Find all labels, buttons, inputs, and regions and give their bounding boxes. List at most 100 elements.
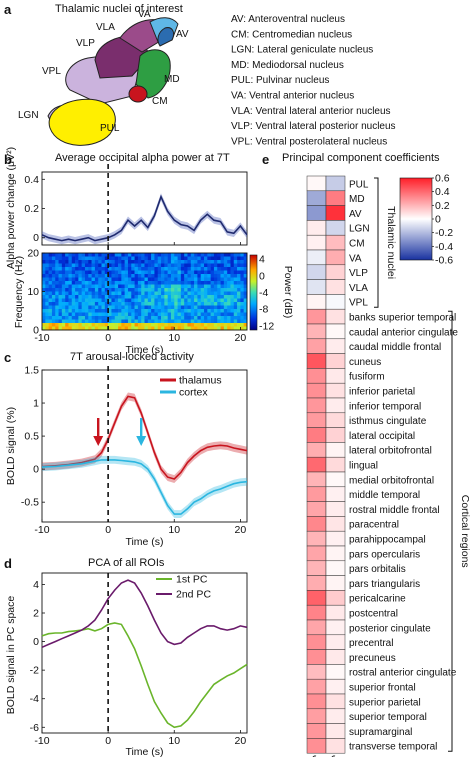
spectrogram-cell	[81, 267, 86, 271]
spectrogram-cell	[104, 326, 109, 331]
spectrogram-cell	[65, 253, 69, 257]
spectrogram-cell	[65, 316, 69, 320]
spectrogram-cell	[144, 270, 149, 275]
spectrogram-cell	[210, 291, 215, 296]
spectrogram-cell	[243, 312, 248, 317]
row-label-38: transverse temporal	[349, 742, 437, 753]
spectrogram-cell	[147, 316, 152, 320]
legend-label-1: cortex	[179, 387, 208, 399]
spectrogram-cell	[108, 312, 112, 317]
row-label-24: parahippocampal	[349, 535, 426, 546]
coef-cell	[306, 234, 327, 251]
arrow-head-0	[93, 436, 104, 446]
spectrogram-cell	[154, 295, 159, 299]
spectrogram-cell	[233, 253, 238, 257]
spectrogram-cell	[81, 291, 86, 296]
spectrogram-cell	[197, 260, 202, 264]
spectrogram-cell	[197, 288, 202, 292]
coef-cell	[325, 501, 346, 517]
spectrogram-cell	[81, 319, 86, 324]
spectrogram-cell	[45, 270, 49, 275]
spectrogram-cell	[170, 309, 175, 313]
spectrogram-cell	[71, 312, 76, 317]
spectrogram-cell	[78, 316, 82, 320]
spectrogram-cell	[108, 256, 112, 261]
spectrogram-cell	[78, 263, 82, 268]
spectrogram-cell	[134, 302, 139, 306]
spectrogram-cell	[71, 309, 76, 313]
spectrogram-cell	[104, 260, 109, 264]
spectrogram-cell	[144, 302, 149, 306]
spectrogram-cell	[134, 274, 139, 278]
spectrogram-cell	[164, 298, 168, 303]
spectrogram-cell	[220, 326, 225, 331]
spectrogram-cell	[210, 302, 215, 306]
spectrogram-cell	[151, 274, 155, 278]
spectrogram-cell	[204, 288, 208, 292]
spectrogram-cell	[114, 274, 119, 278]
row-label-4: CM	[349, 239, 365, 250]
spectrogram-cell	[71, 270, 76, 275]
spectrogram-cell	[144, 326, 149, 331]
spectrogram-cell	[71, 288, 76, 292]
spectrogram-cell	[213, 281, 218, 285]
coef-cell	[325, 723, 346, 739]
spectrogram-cell	[187, 291, 192, 296]
spectrogram-cell	[114, 260, 119, 264]
map-label-vla: VLA	[96, 22, 115, 33]
spectrogram-cell	[75, 319, 79, 324]
row-label-37: supramarginal	[349, 727, 412, 738]
coef-cell	[325, 427, 346, 443]
spectrogram-cell	[75, 288, 79, 292]
spectrogram-cell	[114, 302, 119, 306]
spectrogram-cell	[170, 256, 175, 261]
spectrogram-cell	[220, 319, 225, 324]
spectrogram-cell	[114, 298, 119, 303]
row-label-32: precuneus	[349, 653, 396, 664]
spectrogram-cell	[194, 284, 198, 289]
spectrogram-cell	[137, 270, 142, 275]
spectrogram-cell	[204, 291, 208, 296]
row-label-31: precentral	[349, 638, 393, 649]
spectrogram-cell	[48, 270, 53, 275]
coef-cell	[325, 456, 346, 473]
spectrogram-cell	[101, 284, 106, 289]
spectrogram-cell	[227, 309, 231, 313]
spectrogram-cell	[65, 312, 69, 317]
spectrogram-cell	[190, 309, 195, 313]
spectrogram-cell	[81, 270, 86, 275]
spectrogram-cell	[223, 326, 228, 331]
spectrogram-cell	[94, 274, 99, 278]
spectrogram-cell	[45, 263, 49, 268]
spectrogram-cell	[151, 284, 155, 289]
spectrogram-cell	[101, 291, 106, 296]
spectrogram-cell	[237, 323, 241, 327]
spectrogram-cell	[210, 323, 215, 327]
spectrogram-cell	[48, 274, 53, 278]
spectrogram-cell	[61, 267, 66, 271]
spectrogram-cell	[124, 281, 129, 285]
spectrogram-cell	[151, 253, 155, 257]
spectrogram-cell	[167, 323, 172, 327]
spectrogram-cell	[147, 298, 152, 303]
spectrogram-cell	[48, 256, 53, 261]
spectrogram-cell	[230, 274, 235, 278]
spectrogram-cell	[114, 312, 119, 317]
spectrogram-cell	[55, 302, 59, 306]
spectrogram-cell	[111, 277, 116, 282]
spectrogram-cell	[170, 274, 175, 278]
spectrogram-cell	[71, 302, 76, 306]
spectrogram-cell	[170, 326, 175, 331]
spectrogram-cell	[51, 281, 56, 285]
spectrogram-cell	[84, 316, 89, 320]
spectrogram-cell	[78, 253, 82, 257]
spectrogram-cell	[174, 277, 178, 282]
coef-colorbar-tick-label--0.2: -0.2	[435, 227, 453, 239]
spectrogram-cell	[51, 253, 56, 257]
spectrogram-cell	[51, 260, 56, 264]
spectrogram-cell	[45, 256, 49, 261]
row-label-25: pars opercularis	[349, 549, 420, 560]
spectrogram-cell	[45, 291, 49, 296]
spectrogram-cell	[118, 277, 122, 282]
spectrogram-cell	[177, 256, 182, 261]
